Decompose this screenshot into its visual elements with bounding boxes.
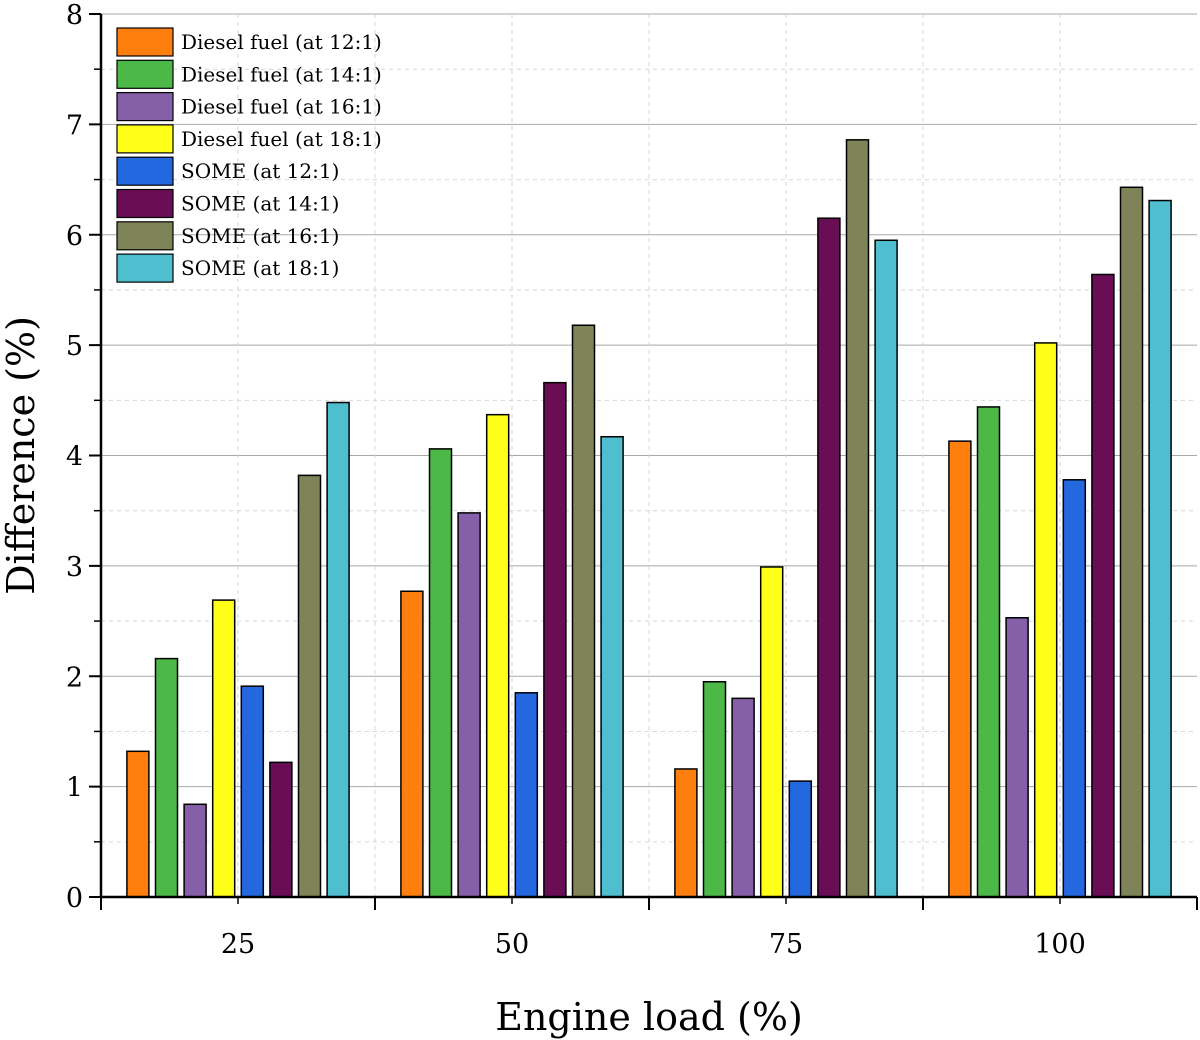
bar (948, 440, 972, 898)
bar (1005, 617, 1029, 898)
y-tick-label: 6 (66, 221, 83, 252)
y-axis-title: Difference (%) (0, 316, 43, 595)
bar (211, 599, 236, 898)
y-tick-label: 7 (66, 110, 83, 141)
legend-label: SOME (at 12:1) (181, 159, 339, 183)
bar (976, 406, 1001, 898)
x-tick-label: 75 (769, 929, 803, 960)
legend-swatch (116, 91, 174, 122)
legend-swatch (116, 253, 174, 283)
bar (485, 413, 510, 898)
bar (514, 692, 539, 898)
bar (400, 590, 424, 898)
y-tick-label: 5 (66, 331, 83, 362)
bar (702, 681, 727, 898)
bar (674, 768, 698, 898)
legend-label: SOME (at 16:1) (181, 224, 339, 248)
bar (1148, 199, 1172, 898)
bar (874, 239, 898, 898)
bar (240, 685, 265, 898)
y-axis-ticks: 0 1 2 3 4 5 6 7 8 (66, 0, 101, 914)
legend-swatch (116, 124, 174, 154)
x-tick-label: 100 (1034, 929, 1086, 960)
bar (154, 657, 179, 898)
x-axis-title: Engine load (%) (495, 995, 803, 1039)
legend-label: SOME (at 14:1) (181, 192, 339, 216)
y-tick-label: 0 (66, 883, 83, 914)
legend-swatch (116, 59, 174, 89)
y-tick-label: 8 (66, 0, 83, 31)
legend-label: Diesel fuel (at 18:1) (181, 127, 382, 151)
y-tick-label: 4 (66, 442, 83, 473)
y-tick-label: 2 (66, 662, 83, 693)
legend-swatch (116, 156, 174, 186)
x-tick-label: 50 (495, 929, 529, 960)
legend-swatch (116, 221, 174, 251)
bar (845, 139, 870, 898)
legend-label: Diesel fuel (at 16:1) (181, 95, 382, 119)
y-tick-label: 1 (66, 773, 83, 804)
bar (788, 780, 813, 898)
bar (183, 803, 207, 898)
bar (1033, 342, 1058, 898)
x-axis-ticks: 25 50 75 100 (100, 897, 1198, 960)
y-tick-label: 3 (66, 552, 83, 583)
bar (731, 697, 755, 898)
bar (326, 401, 350, 898)
x-tick-label: 25 (221, 929, 255, 960)
legend-swatch (116, 27, 174, 57)
legend-label: Diesel fuel (at 14:1) (181, 62, 382, 86)
bars (126, 139, 1172, 898)
bar (457, 512, 481, 898)
bar (571, 324, 596, 898)
bar (297, 474, 322, 898)
legend-swatch (116, 188, 174, 219)
bar (1091, 273, 1115, 898)
bar (759, 566, 784, 898)
legend: Diesel fuel (at 12:1) Diesel fuel (at 14:… (116, 27, 382, 283)
bar (428, 448, 453, 898)
legend-label: Diesel fuel (at 12:1) (181, 30, 382, 54)
bar (543, 381, 567, 898)
bar (1119, 186, 1144, 898)
bar (817, 217, 841, 898)
grid-lines (101, 13, 1197, 897)
bar (600, 435, 624, 898)
bar (126, 750, 150, 898)
bar (269, 761, 293, 898)
bar (1062, 479, 1087, 898)
legend-label: SOME (at 18:1) (181, 256, 339, 280)
